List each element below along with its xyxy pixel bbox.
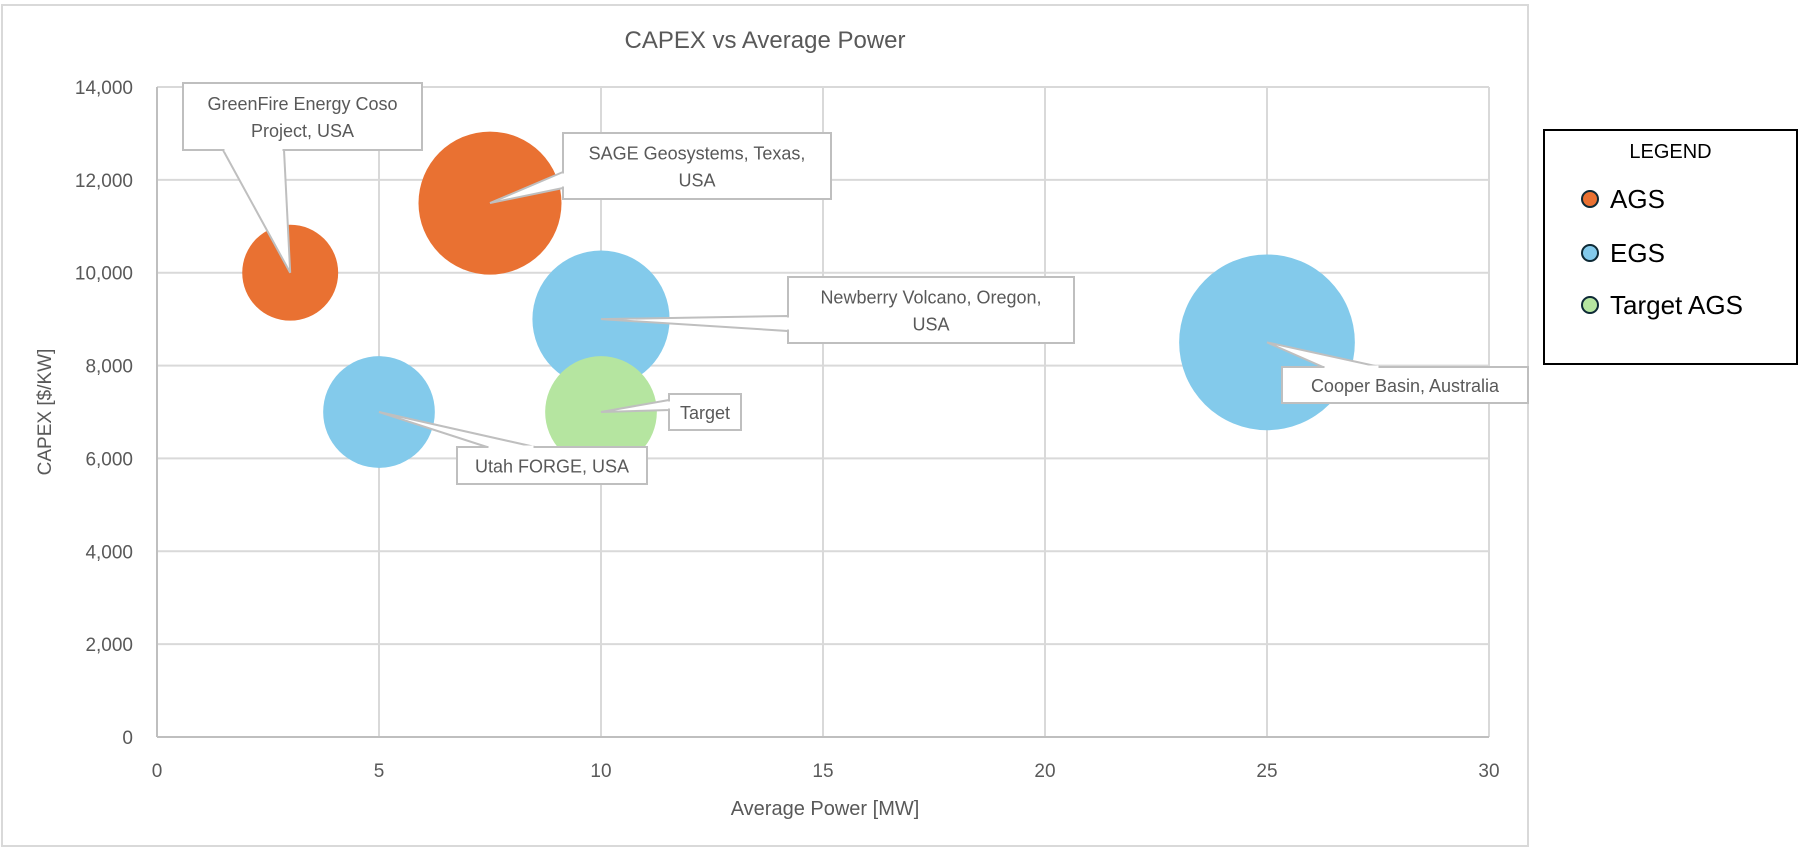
callout-label: GreenFire Energy Coso Project, USA xyxy=(207,94,397,141)
callout-label: Target xyxy=(680,403,730,423)
legend-label-target-ags: Target AGS xyxy=(1610,289,1743,320)
x-tick-label: 0 xyxy=(152,761,163,782)
x-axis-ticks: 0 5 10 15 20 25 30 xyxy=(152,761,1500,782)
legend-item-target-ags: Target AGS xyxy=(1581,290,1743,320)
x-tick-label: 30 xyxy=(1478,761,1499,782)
callout-label-line: USA xyxy=(912,315,949,335)
y-tick-label: 6,000 xyxy=(85,449,133,470)
callout-label: Cooper Basin, Australia xyxy=(1311,376,1500,396)
x-tick-label: 15 xyxy=(812,761,833,782)
legend-item-ags: AGS xyxy=(1581,184,1665,214)
legend-label-egs: EGS xyxy=(1610,237,1665,268)
data-label-callout: Cooper Basin, Australia xyxy=(1266,341,1529,404)
callout-label: SAGE Geosystems, Texas, USA xyxy=(589,144,806,191)
callout-label-line: GreenFire Energy Coso xyxy=(207,94,397,114)
legend-marker-egs-icon xyxy=(1581,244,1599,262)
y-tick-label: 4,000 xyxy=(85,542,133,563)
x-tick-label: 25 xyxy=(1256,761,1277,782)
callout-label-line: Cooper Basin, Australia xyxy=(1311,376,1500,396)
y-axis-ticks: 0 2,000 4,000 6,000 8,000 10,000 12,000 14,000 xyxy=(75,78,133,749)
legend-label-ags: AGS xyxy=(1610,183,1665,214)
data-callouts: GreenFire Energy Coso Project, USA SAGE Ge… xyxy=(182,82,1529,485)
callout-box xyxy=(1281,366,1529,404)
callout-label-line: Target xyxy=(680,403,730,423)
y-axis-title: CAPEX [$/KW] xyxy=(35,349,56,476)
y-tick-label: 14,000 xyxy=(75,78,133,99)
legend-item-egs: EGS xyxy=(1581,238,1665,268)
y-tick-label: 12,000 xyxy=(75,171,133,192)
data-label-callout: GreenFire Energy Coso Project, USA xyxy=(182,82,423,274)
legend-marker-ags-icon xyxy=(1581,190,1599,208)
data-label-callout: Target xyxy=(600,393,742,431)
callout-box xyxy=(456,446,648,485)
x-tick-label: 20 xyxy=(1034,761,1055,782)
chart-title: CAPEX vs Average Power xyxy=(624,27,905,54)
callout-label: Newberry Volcano, Oregon, USA xyxy=(820,288,1041,335)
callout-box xyxy=(182,82,423,151)
callout-label-line: USA xyxy=(678,171,715,191)
callout-label: Utah FORGE, USA xyxy=(475,457,629,477)
x-axis-title: Average Power [MW] xyxy=(731,798,920,820)
x-tick-label: 5 xyxy=(374,761,385,782)
callout-label-line: Utah FORGE, USA xyxy=(475,457,629,477)
data-label-callout: Utah FORGE, USA xyxy=(378,411,648,485)
callout-box xyxy=(787,276,1075,344)
x-tick-label: 10 xyxy=(590,761,611,782)
y-tick-label: 8,000 xyxy=(85,357,133,378)
data-label-callout: SAGE Geosystems, Texas, USA xyxy=(489,132,832,205)
callout-box xyxy=(562,132,832,200)
legend-marker-target-ags-icon xyxy=(1581,296,1599,314)
callout-label-line: Newberry Volcano, Oregon, xyxy=(820,288,1041,308)
legend: LEGEND AGS EGS Target AGS xyxy=(1543,129,1798,365)
y-tick-label: 0 xyxy=(122,728,133,749)
data-label-callout: Newberry Volcano, Oregon, USA xyxy=(600,276,1075,344)
callout-label-line: Project, USA xyxy=(251,121,354,141)
legend-title: LEGEND xyxy=(1629,141,1712,163)
callout-box xyxy=(668,393,742,431)
y-tick-label: 10,000 xyxy=(75,264,133,285)
y-tick-label: 2,000 xyxy=(85,635,133,656)
callout-label-line: SAGE Geosystems, Texas, xyxy=(589,144,806,164)
